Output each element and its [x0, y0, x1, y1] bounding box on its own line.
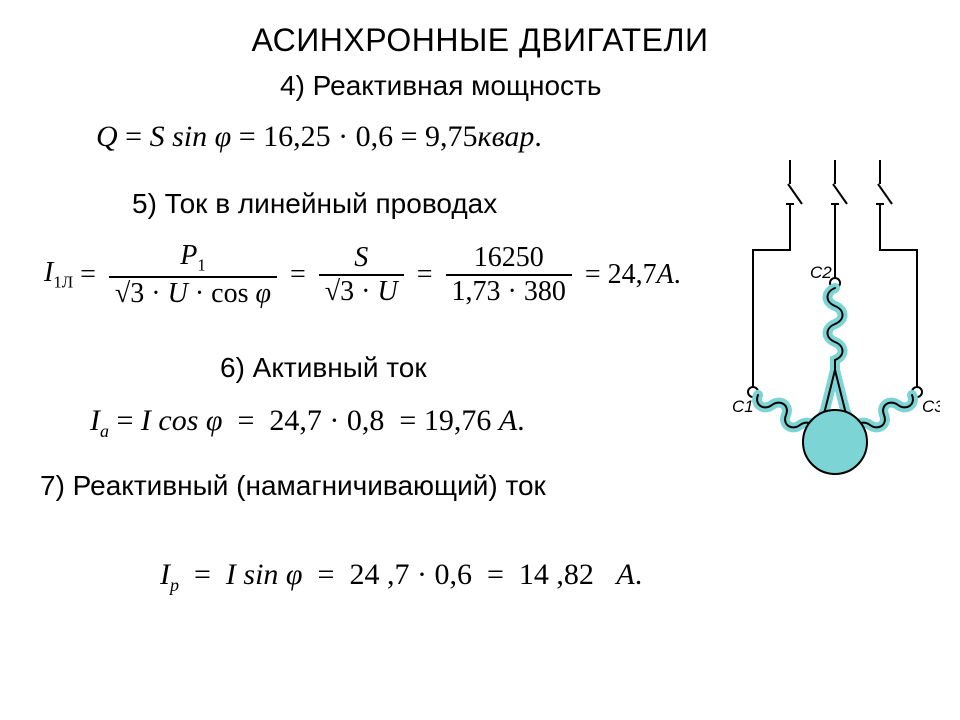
eq6-eq3: = [392, 404, 416, 437]
equation-reactive-current: Ip = I sin φ = 24 ,7 · 0,6 = 14 ,82 A. [160, 558, 642, 596]
eq7-eq3: = [479, 558, 511, 591]
eq4-eq2: = [239, 120, 263, 153]
svg-text:С1: С1 [732, 397, 754, 416]
eq7-lhs-sym: I [160, 558, 170, 591]
section7-label: 7) Реактивный (намагничивающий) ток [40, 470, 546, 502]
eq5-f3-num: 16250 [468, 242, 550, 274]
eq6-eq2: = [230, 404, 262, 437]
section5-label: 5) Ток в линейный проводах [132, 188, 497, 220]
eq5-dot: . [674, 259, 681, 291]
svg-text:С2: С2 [810, 263, 832, 282]
eq6-lhs-sub: a [100, 421, 109, 441]
eq4-calc: 16,25 · 0,6 [263, 120, 393, 153]
eq4-eq3: = [401, 120, 425, 153]
eq5-f1-num-sub: 1 [197, 256, 205, 275]
eq5-f1-den: √3 · U · cos φ [115, 278, 271, 309]
eq7-res: 14 ,82 [519, 558, 594, 591]
eq7-unit: A [616, 558, 634, 591]
eq5-eq2: = [283, 259, 313, 291]
eq5-frac3: 16250 1,73 · 380 [446, 242, 572, 308]
equation-active-current: Ia = I cos φ = 24,7 · 0,8 = 19,76 A. [90, 404, 523, 442]
eq7-sp [601, 558, 609, 591]
eq7-eq1: = [187, 558, 219, 591]
eq6-mid: I cos φ [141, 404, 223, 437]
eq4-mid: S sin φ [150, 120, 232, 153]
eq7-calc: 24 ,7 · 0,6 [349, 558, 472, 591]
eq5-eq4: = [578, 259, 608, 291]
eq4-lhs: Q [96, 120, 118, 153]
eq5-f3-den: 1,73 · 380 [446, 276, 572, 308]
section6-label: 6) Активный ток [220, 352, 427, 384]
eq4-eq1: = [125, 120, 149, 153]
eq5-res: 24,7 [608, 259, 657, 291]
eq5-f2-den: √3 · U [319, 276, 404, 308]
eq5-frac1: P1 √3 · U · cos φ [109, 240, 277, 310]
eq6-unit: A [499, 404, 517, 437]
motor-star-diagram: С2 С1 С3 [730, 160, 940, 480]
eq5-f2-num: S [348, 242, 374, 274]
eq4-res: 9,75 [425, 120, 478, 153]
eq6-calc: 24,7 · 0,8 [269, 404, 384, 437]
eq5-lhs: I1Л [44, 257, 73, 293]
eq6-eq1: = [117, 404, 141, 437]
eq5-f1-num-sym: P [180, 240, 197, 271]
motor-svg: С2 С1 С3 [730, 160, 940, 480]
section4-label: 4) Реактивная мощность [280, 70, 601, 102]
eq6-dot: . [517, 404, 523, 437]
eq5-lhs-sym: I [44, 257, 53, 288]
page-title: АСИНХРОННЫЕ ДВИГАТЕЛИ [0, 22, 960, 59]
eq6-res: 19,76 [424, 404, 492, 437]
eq7-eq2: = [310, 558, 342, 591]
eq5-unit: A [657, 259, 674, 291]
eq4-unit: квар [478, 120, 535, 153]
eq6-lhs-sym: I [90, 404, 100, 437]
equation-line-current: I1Л = P1 √3 · U · cos φ = S √3 · U = 162… [44, 240, 681, 310]
eq5-lhs-sub: 1Л [53, 273, 73, 292]
equation-reactive-power: Q = S sin φ = 16,25 · 0,6 = 9,75квар. [96, 120, 542, 154]
eq5-frac2: S √3 · U [319, 242, 404, 308]
eq5-eq3: = [410, 259, 440, 291]
eq7-lhs-sub: p [170, 575, 179, 595]
eq4-dot: . [534, 120, 542, 153]
eq7-mid: I sin φ [226, 558, 303, 591]
svg-text:С3: С3 [922, 397, 940, 416]
eq7-dot: . [635, 558, 643, 591]
eq5-eq1: = [73, 259, 103, 291]
